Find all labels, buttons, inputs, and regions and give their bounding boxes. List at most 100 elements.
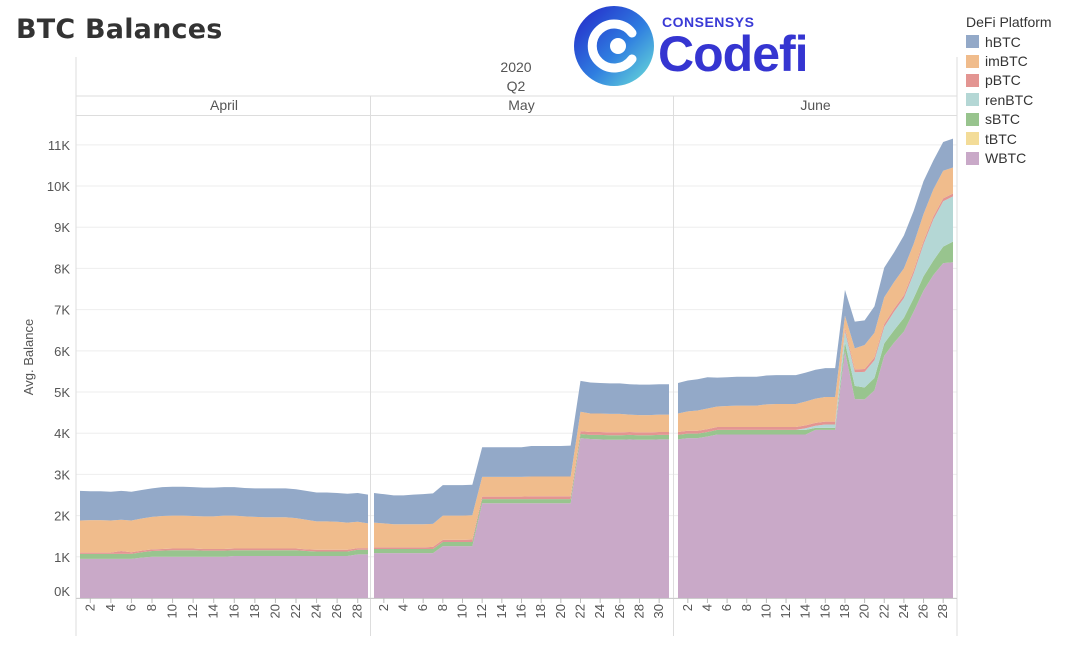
legend-label: renBTC bbox=[985, 91, 1034, 108]
logo-top-text: CONSENSYS bbox=[662, 14, 755, 30]
x-tick-label: 8 bbox=[144, 604, 159, 611]
area-series bbox=[374, 380, 669, 525]
legend-label: tBTC bbox=[985, 130, 1017, 147]
y-tick-label: 2K bbox=[54, 509, 70, 524]
y-tick-label: 9K bbox=[54, 220, 70, 235]
x-tick-label: 8 bbox=[435, 604, 450, 611]
y-tick-label: 10K bbox=[47, 179, 70, 194]
x-tick-label: 16 bbox=[226, 604, 241, 618]
legend-swatch bbox=[966, 54, 979, 68]
x-tick-label: 22 bbox=[288, 604, 303, 618]
x-tick-label: 6 bbox=[719, 604, 734, 611]
x-tick-label: 22 bbox=[573, 604, 588, 618]
x-tick-label: 28 bbox=[935, 604, 950, 618]
x-tick-label: 24 bbox=[896, 604, 911, 618]
legend-item[interactable]: pBTC bbox=[966, 71, 1078, 90]
legend-item[interactable]: WBTC bbox=[966, 148, 1078, 167]
x-tick-label: 28 bbox=[350, 604, 365, 618]
logo-main-text: Codefi bbox=[658, 26, 809, 82]
x-tick-label: 16 bbox=[514, 604, 529, 618]
x-tick-label: 10 bbox=[758, 604, 773, 618]
legend-label: sBTC bbox=[985, 111, 1020, 128]
area-series bbox=[80, 515, 368, 553]
x-tick-label: 26 bbox=[329, 604, 344, 618]
legend-swatch bbox=[966, 35, 979, 49]
area-series bbox=[80, 486, 368, 524]
page-title: BTC Balances bbox=[16, 14, 223, 45]
area-series bbox=[374, 438, 669, 598]
x-tick-label: 12 bbox=[474, 604, 489, 618]
month-header: April bbox=[210, 97, 238, 113]
x-tick-label: 8 bbox=[739, 604, 754, 611]
legend-swatch bbox=[966, 151, 979, 165]
x-tick-label: 10 bbox=[455, 604, 470, 618]
x-tick-label: 6 bbox=[123, 604, 138, 611]
area-series bbox=[80, 548, 368, 554]
legend-label: imBTC bbox=[985, 53, 1028, 70]
y-tick-label: 5K bbox=[54, 385, 70, 400]
x-tick-label: 14 bbox=[494, 604, 509, 618]
x-tick-label: 22 bbox=[876, 604, 891, 618]
legend-swatch bbox=[966, 73, 979, 87]
x-tick-label: 14 bbox=[206, 604, 221, 618]
legend-item[interactable]: hBTC bbox=[966, 32, 1078, 51]
x-tick-label: 18 bbox=[533, 604, 548, 618]
legend-label: WBTC bbox=[985, 150, 1027, 167]
legend: DeFi Platform hBTC imBTC pBTC renBTC sBTC tBT… bbox=[966, 14, 1078, 168]
x-tick-label: 18 bbox=[247, 604, 262, 618]
area-series bbox=[80, 554, 368, 598]
area-series bbox=[678, 262, 953, 598]
x-tick-label: 12 bbox=[185, 604, 200, 618]
y-tick-label: 0K bbox=[54, 584, 70, 599]
x-tick-label: 26 bbox=[612, 604, 627, 618]
x-tick-label: 6 bbox=[415, 604, 430, 611]
x-tick-label: 24 bbox=[309, 604, 324, 618]
x-tick-label: 2 bbox=[376, 604, 391, 611]
x-tick-label: 26 bbox=[916, 604, 931, 618]
x-tick-label: 18 bbox=[837, 604, 852, 618]
area-series bbox=[374, 411, 669, 548]
area-series bbox=[678, 138, 953, 414]
y-tick-label: 6K bbox=[54, 344, 70, 359]
x-tick-label: 2 bbox=[82, 604, 97, 611]
legend-swatch bbox=[966, 93, 979, 107]
y-tick-label: 8K bbox=[54, 261, 70, 276]
area-series bbox=[80, 549, 368, 559]
header-quarter: Q2 bbox=[507, 78, 526, 94]
codefi-logo: CONSENSYS Codefi bbox=[572, 5, 822, 87]
legend-title: DeFi Platform bbox=[966, 14, 1052, 30]
legend-item[interactable]: renBTC bbox=[966, 90, 1078, 109]
x-tick-label: 28 bbox=[632, 604, 647, 618]
x-tick-label: 4 bbox=[396, 604, 411, 611]
month-header: June bbox=[800, 97, 831, 113]
y-tick-label: 7K bbox=[54, 303, 70, 318]
y-tick-label: 4K bbox=[54, 426, 70, 441]
x-tick-label: 30 bbox=[651, 604, 666, 618]
x-tick-label: 4 bbox=[103, 604, 118, 611]
x-tick-label: 20 bbox=[553, 604, 568, 618]
legend-swatch bbox=[966, 132, 979, 146]
x-tick-label: 4 bbox=[699, 604, 714, 611]
codefi-logo-icon bbox=[574, 6, 654, 86]
y-axis-label: Avg. Balance bbox=[21, 319, 36, 395]
legend-item[interactable]: imBTC bbox=[966, 51, 1078, 70]
month-header: May bbox=[508, 97, 534, 113]
header-year: 2020 bbox=[500, 59, 531, 75]
x-tick-label: 20 bbox=[267, 604, 282, 618]
x-tick-label: 10 bbox=[165, 604, 180, 618]
x-tick-label: 2 bbox=[680, 604, 695, 611]
legend-item[interactable]: tBTC bbox=[966, 129, 1078, 148]
legend-items: hBTC imBTC pBTC renBTC sBTC tBTC WBTC bbox=[966, 32, 1078, 168]
y-tick-label: 1K bbox=[54, 550, 70, 565]
x-tick-label: 24 bbox=[592, 604, 607, 618]
x-tick-label: 14 bbox=[798, 604, 813, 618]
area-series bbox=[678, 196, 953, 435]
legend-label: hBTC bbox=[985, 33, 1021, 50]
y-tick-label: 11K bbox=[48, 138, 70, 153]
x-tick-label: 12 bbox=[778, 604, 793, 618]
legend-label: pBTC bbox=[985, 72, 1021, 89]
x-tick-label: 16 bbox=[817, 604, 832, 618]
legend-swatch bbox=[966, 112, 979, 126]
legend-item[interactable]: sBTC bbox=[966, 110, 1078, 129]
